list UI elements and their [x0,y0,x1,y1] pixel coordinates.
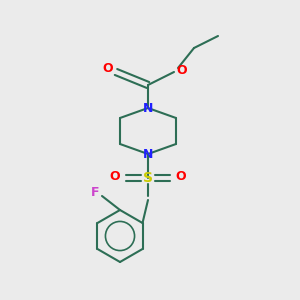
Text: O: O [177,64,187,76]
Text: F: F [91,185,99,199]
Text: S: S [143,171,153,185]
Text: O: O [110,170,120,184]
Text: O: O [176,170,186,184]
Text: N: N [143,101,153,115]
Text: O: O [103,61,113,74]
Text: N: N [143,148,153,160]
